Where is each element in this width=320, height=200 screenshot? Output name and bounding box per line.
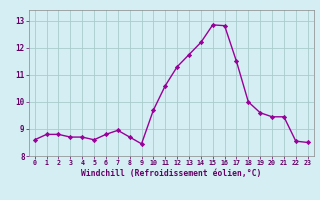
X-axis label: Windchill (Refroidissement éolien,°C): Windchill (Refroidissement éolien,°C) [81, 169, 261, 178]
